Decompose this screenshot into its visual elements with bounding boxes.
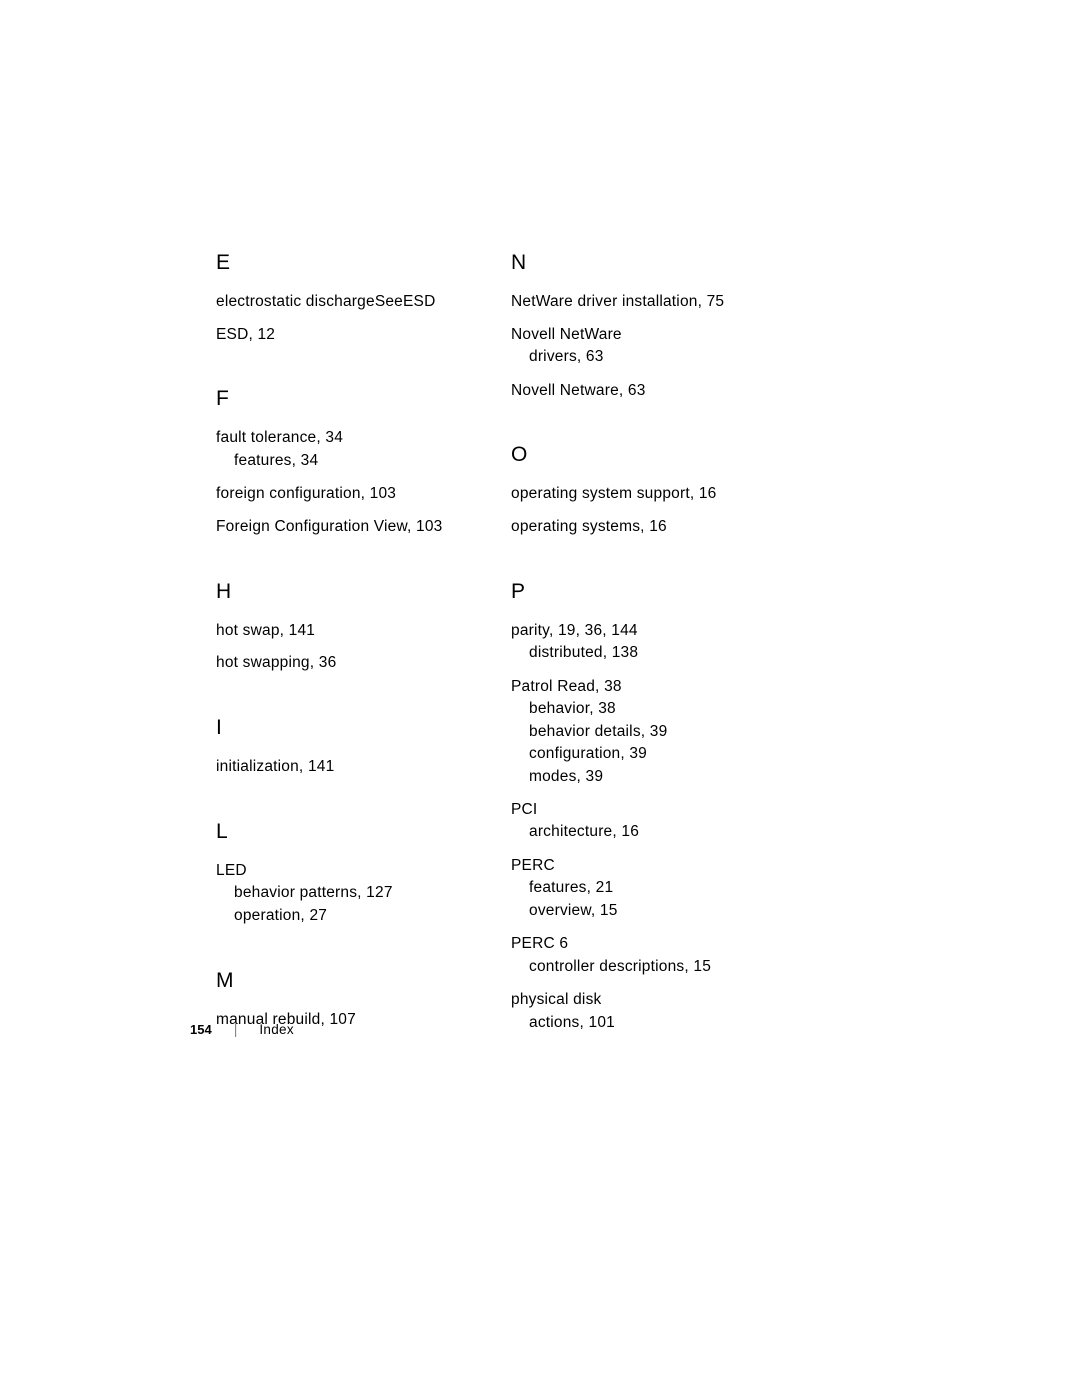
index-page-content: E electrostatic dischargeSeeESD ESD, 12 … [0,0,1080,1076]
index-entry: NetWare driver installation, 75 [511,291,776,313]
page-footer: 154 | Index [190,1021,294,1037]
index-entry: hot swap, 141 [216,620,481,642]
entry-sub: configuration, 39 [511,743,776,765]
index-entry: Novell NetWare drivers, 63 [511,324,776,369]
entry-main: parity, 19, 36, 144 [511,620,776,642]
letter-heading: P [511,580,776,604]
index-entry: Foreign Configuration View, 103 [216,516,481,538]
letter-heading: O [511,443,776,467]
entry-sub: operation, 27 [216,905,481,927]
index-entry: LED behavior patterns, 127 operation, 27 [216,860,481,927]
footer-separator: | [234,1021,238,1037]
index-entry: electrostatic dischargeSeeESD [216,291,481,313]
entry-sub: features, 34 [216,450,481,472]
index-entry: initialization, 141 [216,756,481,778]
entry-sub: actions, 101 [511,1012,776,1034]
entry-sub: architecture, 16 [511,821,776,843]
letter-heading: E [216,251,481,275]
index-entry: Patrol Read, 38 behavior, 38 behavior de… [511,676,776,788]
entry-sub: features, 21 [511,877,776,899]
entry-sub: overview, 15 [511,900,776,922]
page-number: 154 [190,1022,212,1037]
entry-main: Patrol Read, 38 [511,676,776,698]
section-p: P parity, 19, 36, 144 distributed, 138 P… [511,580,776,1035]
letter-heading: F [216,387,481,411]
section-i: I initialization, 141 [216,716,481,778]
index-entry: physical disk actions, 101 [511,989,776,1034]
letter-heading: H [216,580,481,604]
section-n: N NetWare driver installation, 75 Novell… [511,251,776,401]
index-entry: fault tolerance, 34 features, 34 [216,427,481,472]
left-column: E electrostatic dischargeSeeESD ESD, 12 … [216,251,481,1076]
index-entry: ESD, 12 [216,324,481,346]
entry-main: PERC 6 [511,933,776,955]
index-entry: operating system support, 16 [511,483,776,505]
entry-main: LED [216,860,481,882]
entry-sub: drivers, 63 [511,346,776,368]
footer-label: Index [259,1022,294,1037]
index-entry: PCI architecture, 16 [511,799,776,844]
section-e: E electrostatic dischargeSeeESD ESD, 12 [216,251,481,345]
index-entry: parity, 19, 36, 144 distributed, 138 [511,620,776,665]
entry-sub: behavior, 38 [511,698,776,720]
index-entry: foreign configuration, 103 [216,483,481,505]
entry-sub: modes, 39 [511,766,776,788]
section-l: L LED behavior patterns, 127 operation, … [216,820,481,927]
entry-sub: behavior details, 39 [511,721,776,743]
entry-main: fault tolerance, 34 [216,427,481,449]
index-entry: PERC 6 controller descriptions, 15 [511,933,776,978]
entry-main: physical disk [511,989,776,1011]
section-f: F fault tolerance, 34 features, 34 forei… [216,387,481,537]
index-entry: PERC features, 21 overview, 15 [511,855,776,922]
letter-heading: I [216,716,481,740]
entry-sub: distributed, 138 [511,642,776,664]
letter-heading: L [216,820,481,844]
letter-heading: M [216,969,481,993]
entry-sub: controller descriptions, 15 [511,956,776,978]
index-entry: operating systems, 16 [511,516,776,538]
entry-main: Novell NetWare [511,324,776,346]
entry-main: PERC [511,855,776,877]
entry-sub: behavior patterns, 127 [216,882,481,904]
section-h: H hot swap, 141 hot swapping, 36 [216,580,481,674]
index-entry: Novell Netware, 63 [511,380,776,402]
letter-heading: N [511,251,776,275]
entry-main: PCI [511,799,776,821]
section-o: O operating system support, 16 operating… [511,443,776,537]
right-column: N NetWare driver installation, 75 Novell… [511,251,776,1076]
index-entry: hot swapping, 36 [216,652,481,674]
